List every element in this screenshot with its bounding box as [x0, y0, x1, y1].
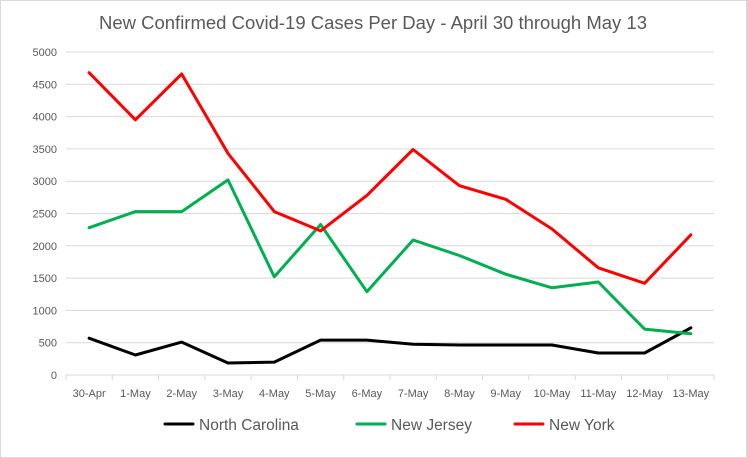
- series-line-2: [87, 71, 693, 285]
- x-axis: [65, 374, 715, 380]
- y-tick-label: 5000: [33, 47, 57, 59]
- legend-label: New Jersey: [391, 417, 472, 434]
- x-tick-label: 11-May: [580, 388, 616, 400]
- x-tick-label: 7-May: [398, 388, 429, 400]
- x-tick-label: 2-May: [166, 388, 197, 400]
- x-tick-label: 6-May: [352, 388, 383, 400]
- x-tick-label: 3-May: [213, 388, 244, 400]
- x-tick-label: 4-May: [259, 388, 290, 400]
- chart-title: New Confirmed Covid-19 Cases Per Day - A…: [99, 12, 647, 33]
- legend-label: North Carolina: [199, 417, 299, 434]
- y-tick-label: 500: [39, 338, 57, 350]
- y-tick-label: 3000: [33, 176, 57, 188]
- y-tick-label: 1500: [33, 273, 57, 285]
- series-line-0: [87, 326, 693, 365]
- y-tick-label: 4500: [33, 79, 57, 91]
- y-tick-label: 4000: [33, 112, 57, 124]
- series-line-1: [87, 178, 693, 336]
- x-tick-label: 12-May: [626, 388, 663, 400]
- x-tick-label: 30-Apr: [73, 388, 106, 400]
- x-tick-label: 8-May: [444, 388, 475, 400]
- y-axis-tick-labels: 0 500 1000 1500 2000 2500 3000 3500 4000 4500 5000: [33, 47, 57, 382]
- series-lines: [87, 71, 693, 365]
- y-tick-label: 3500: [33, 144, 57, 156]
- x-tick-label: 1-May: [120, 388, 151, 400]
- y-tick-label: 0: [51, 370, 57, 382]
- y-tick-label: 2500: [33, 209, 57, 221]
- x-tick-label: 5-May: [305, 388, 336, 400]
- legend: North Carolina New Jersey New York: [163, 417, 615, 434]
- x-tick-label: 9-May: [490, 388, 521, 400]
- x-tick-label: 10-May: [534, 388, 571, 400]
- y-tick-label: 1000: [33, 305, 57, 317]
- legend-label: New York: [549, 417, 615, 434]
- y-tick-label: 2000: [33, 241, 57, 253]
- x-axis-tick-labels: 30-Apr 1-May 2-May 3-May 4-May 5-May 6-May 7-Ma…: [73, 388, 710, 400]
- x-tick-label: 13-May: [673, 388, 710, 400]
